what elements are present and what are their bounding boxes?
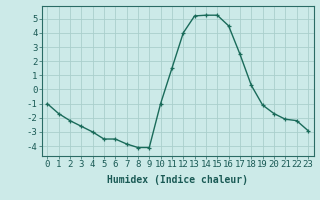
X-axis label: Humidex (Indice chaleur): Humidex (Indice chaleur) [107,175,248,185]
